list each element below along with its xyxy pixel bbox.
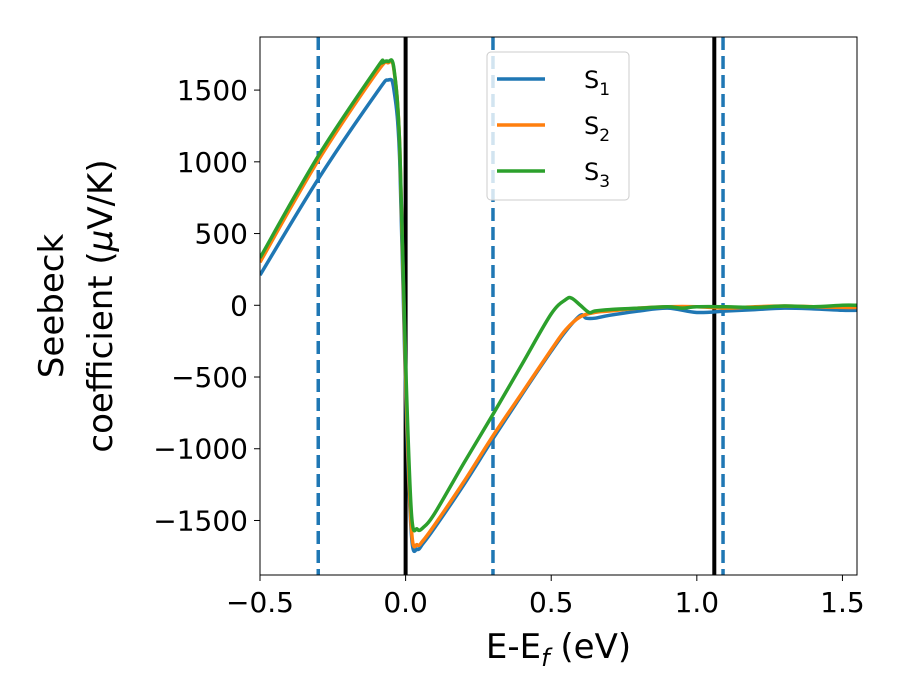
y-axis-label-line-1: Seebeck	[32, 234, 72, 379]
plot-frame	[259, 36, 858, 576]
y-tick-label: −1500	[153, 504, 248, 537]
y-tick-label: 1500	[177, 74, 248, 107]
y-tick-label: −500	[171, 361, 248, 394]
y-axis-label-line-2: coefficient (μV/K)	[81, 159, 121, 452]
y-axis-ticks: −1500 −1000 −500 0 500 1000 1500	[153, 74, 260, 537]
y-tick-label: 0	[230, 289, 248, 322]
x-axis-ticks: −0.5 0.0 0.5 1.0 1.5	[226, 575, 865, 619]
series-lines	[260, 58, 857, 554]
x-tick-label: −0.5	[226, 586, 294, 619]
y-tick-label: −1000	[153, 433, 248, 466]
x-tick-label: 1.0	[675, 586, 720, 619]
y-tick-label: 500	[195, 218, 248, 251]
legend-box	[486, 51, 630, 201]
legend-label-s3: S3	[584, 158, 610, 192]
legend: S1 S2 S3	[486, 51, 630, 201]
legend-label-s2: S2	[584, 112, 610, 146]
y-tick-label: 1000	[177, 146, 248, 179]
x-axis-label: E-Ef (eV)	[486, 627, 631, 672]
x-tick-label: 1.5	[820, 586, 865, 619]
x-tick-label: 0.0	[383, 586, 428, 619]
legend-label-s1: S1	[584, 66, 610, 100]
series-line-s3	[260, 58, 857, 533]
x-tick-label: 0.5	[529, 586, 574, 619]
